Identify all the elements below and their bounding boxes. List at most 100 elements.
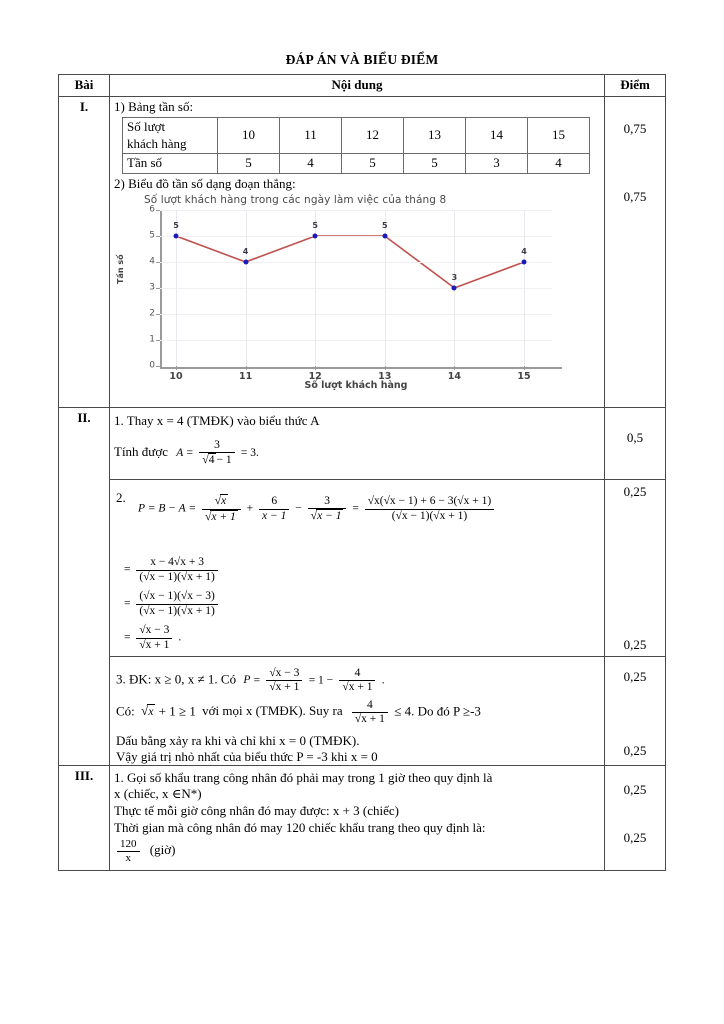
- chart-x-tick-label: 15: [517, 371, 531, 383]
- chart-x-tick-label: 11: [238, 371, 253, 383]
- section-ii-3-scores: 0,25 0,25: [604, 655, 666, 766]
- chart-x-tick-label: 12: [308, 371, 322, 383]
- fraction-step2: x − 4√x + 3 (√x − 1)(√x + 1): [136, 556, 218, 583]
- period: .: [381, 674, 385, 687]
- table-row-section-i: I. 1) Bảng tần số: Số lượt khách hàng 10…: [58, 95, 666, 409]
- fraction-denominator: (√x − 1)(√x + 1): [139, 570, 215, 583]
- freq-cell: 15: [527, 117, 590, 154]
- equals-sign: =: [124, 563, 131, 576]
- section-ii-2-main-equation: P = B − A = √x √x + 1 + 6 x − 1 −: [138, 494, 497, 523]
- chart-y-tick-label: 6: [149, 204, 155, 215]
- radicand: x: [220, 494, 229, 508]
- fraction-denominator: x: [125, 851, 132, 864]
- fraction-numerator: 3: [199, 439, 235, 454]
- chart-gridline-vertical: [245, 210, 247, 367]
- result-value: = 3.: [240, 447, 259, 460]
- chart-y-axis-label: Tần số: [116, 254, 125, 285]
- tinh-duoc-label: Tính được: [114, 444, 168, 460]
- chart-y-tick-mark: [156, 262, 160, 264]
- period: .: [178, 631, 182, 644]
- equals-sign: =: [186, 447, 194, 460]
- chart-gridline-horizontal: [160, 262, 552, 264]
- fraction-term3: 3 √x − 1: [307, 495, 347, 523]
- chart-gridline-horizontal: [160, 288, 552, 290]
- section-ii-3-line1: 3. ĐK: x ≥ 0, x ≠ 1. Có P = √x − 3 √x + …: [116, 667, 385, 694]
- score-value: 0,25: [623, 668, 647, 684]
- header-noi-dung: Nội dung: [109, 74, 605, 97]
- fraction-numerator: 4: [339, 667, 376, 681]
- section-iii-time-formula: 120 x (giờ): [114, 838, 600, 864]
- frequency-table-row-values: Số lượt khách hàng 10 11 12 13 14 15: [122, 117, 590, 154]
- chart-x-tick-mark: [384, 366, 386, 371]
- score-value: 0,75: [623, 120, 647, 136]
- fraction-time: 120 x: [117, 838, 140, 864]
- fraction-numerator: √x: [201, 494, 241, 510]
- chart-data-label: 4: [242, 247, 249, 257]
- score-value: 0,25: [623, 743, 647, 759]
- chart-y-tick-mark: [156, 366, 160, 368]
- chart-y-tick-mark: [156, 288, 160, 290]
- chart-y-tick-label: 2: [149, 308, 155, 319]
- frequency-line-chart: Số lượt khách hàng trong các ngày làm vi…: [116, 194, 574, 401]
- fraction-numerator: 120: [117, 838, 140, 852]
- section-ii-2-scores: 0,25 0,25: [604, 479, 666, 657]
- equals-sign: =: [253, 674, 261, 687]
- fraction-numerator: (√x − 1)(√x − 3): [136, 590, 218, 605]
- chart-y-tick-mark: [156, 210, 160, 212]
- chart-y-axis: [160, 210, 162, 369]
- section-ii-2-step4: = √x − 3 √x + 1 .: [124, 624, 181, 651]
- fraction-numerator: 6: [259, 495, 290, 510]
- section-ii-1-score: 0,5: [604, 407, 666, 481]
- variable-A: A: [176, 447, 184, 460]
- chart-y-tick-mark: [156, 236, 160, 238]
- fraction-P2: 4 √x + 1: [339, 667, 376, 694]
- frequency-table: Số lượt khách hàng 10 11 12 13 14 15 Tần…: [122, 117, 590, 174]
- radicand: x + 1: [210, 509, 238, 523]
- fraction-denominator: √4− 1: [202, 453, 232, 467]
- chart-y-tick-label: 1: [149, 334, 155, 345]
- section-ii-part3-content: 3. ĐK: x ≥ 0, x ≠ 1. Có P = √x − 3 √x + …: [109, 655, 605, 766]
- chart-gridline-horizontal: [160, 340, 552, 342]
- chart-x-tick-label: 13: [378, 371, 392, 383]
- fraction-bound: 4 √x + 1: [351, 699, 388, 726]
- freq-cell: 3: [465, 152, 528, 174]
- fraction-denominator: √x − 1: [310, 509, 344, 523]
- fraction-denominator: √x + 1: [354, 712, 385, 725]
- section-ii-part1-content: 1. Thay x = 4 (TMĐK) vào biểu thức A Tín…: [109, 407, 605, 481]
- section-ii-part2-content: 2. P = B − A = √x √x + 1 + 6 x − 1: [109, 479, 605, 657]
- fraction-denominator: x − 1: [262, 509, 287, 522]
- section-ii-3-line4: Vậy giá trị nhỏ nhất của biểu thức P = -…: [116, 748, 378, 764]
- freq-cell: 4: [527, 152, 590, 174]
- score-value: 0,25: [623, 484, 647, 500]
- chart-x-tick-mark: [176, 366, 177, 371]
- fraction-denominator: √x + 1: [342, 680, 373, 693]
- fraction-numerator: √x(√x − 1) + 6 − 3(√x + 1): [364, 495, 495, 510]
- sqrt-x-expr: √x: [141, 703, 156, 719]
- freq-cell: 12: [341, 117, 404, 154]
- fraction-denominator: √x + 1: [204, 509, 238, 523]
- chart-data-label: 5: [173, 221, 179, 231]
- chart-data-point: [382, 233, 388, 239]
- chart-y-tick-mark: [156, 340, 160, 342]
- answer-key-table: Bài Nội dung Điểm I. 1) Bảng tần số: Số …: [58, 74, 666, 872]
- chart-x-tick-mark: [454, 366, 456, 371]
- score-value: 0,25: [623, 637, 647, 653]
- den-rest: − 1: [216, 454, 232, 467]
- section-ii-3-line3: Dấu bằng xảy ra khi và chỉ khi x = 0 (TM…: [116, 732, 360, 748]
- chart-x-tick-label: 10: [169, 371, 183, 383]
- section-i-part1-heading: 1) Bảng tần số:: [114, 98, 194, 114]
- minus-sign: −: [295, 502, 302, 515]
- section-i-part2-heading: 2) Biểu đồ tần số dạng đoạn thẳng:: [114, 175, 296, 191]
- section-ii-3-line2: Có: √x + 1 ≥ 1 với mọi x (TMĐK). Suy ra …: [116, 699, 481, 726]
- score-value: 0,25: [623, 781, 647, 797]
- freq-row1-label: Số lượt khách hàng: [122, 117, 218, 154]
- chart-x-tick-mark: [315, 366, 317, 371]
- fraction-denominator: (√x − 1)(√x + 1): [139, 604, 215, 617]
- chart-gridline-vertical: [176, 210, 177, 367]
- freq-cell: 5: [403, 152, 466, 174]
- fraction-numerator: √x − 3: [266, 667, 303, 681]
- chart-x-axis: [160, 367, 562, 369]
- chart-x-axis-label: Số lượt khách hàng: [304, 380, 408, 392]
- fraction-numerator: √x − 3: [136, 624, 173, 639]
